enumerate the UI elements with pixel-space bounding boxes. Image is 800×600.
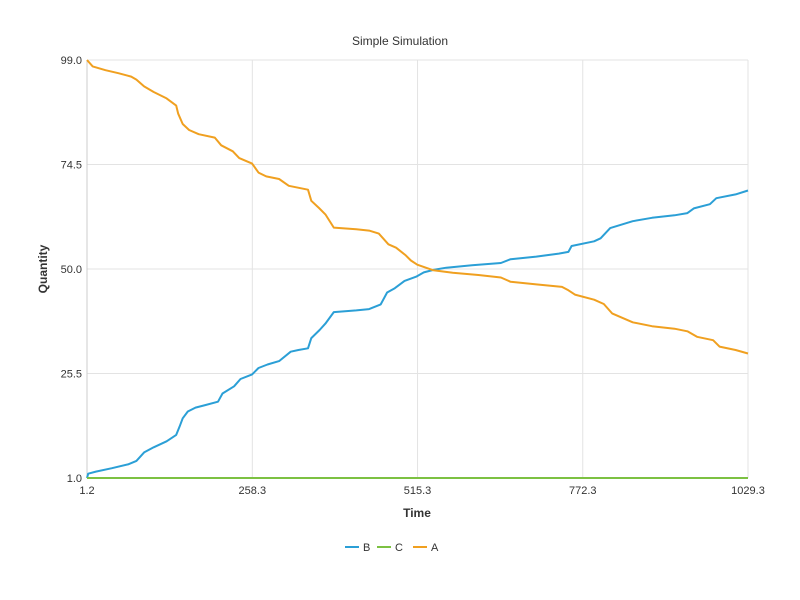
series-lines bbox=[86, 59, 749, 479]
legend-label-b: B bbox=[363, 542, 370, 554]
x-tick-label: 258.3 bbox=[239, 485, 267, 497]
legend-label-a: A bbox=[431, 542, 439, 554]
chart-title: Simple Simulation bbox=[352, 34, 448, 48]
y-tick-label: 25.5 bbox=[61, 369, 82, 381]
legend-label-c: C bbox=[395, 542, 403, 554]
x-tick-label: 772.3 bbox=[569, 485, 597, 497]
series-line-a bbox=[86, 59, 749, 355]
y-tick-label: 50.0 bbox=[61, 264, 82, 276]
x-axis-title: Time bbox=[403, 506, 431, 520]
tick-labels: 1.0 25.5 50.0 74.5 99.0 1.2 258.3 515.3 772.3 102… bbox=[61, 55, 765, 497]
y-tick-label: 74.5 bbox=[61, 160, 82, 172]
x-tick-label: 515.3 bbox=[404, 485, 432, 497]
y-tick-label: 99.0 bbox=[61, 55, 82, 67]
y-axis-title: Quantity bbox=[36, 244, 50, 293]
series-line-b bbox=[86, 189, 749, 479]
x-tick-label: 1.2 bbox=[79, 485, 94, 497]
y-tick-label: 1.0 bbox=[67, 473, 82, 485]
x-tick-label: 1029.3 bbox=[731, 485, 765, 497]
